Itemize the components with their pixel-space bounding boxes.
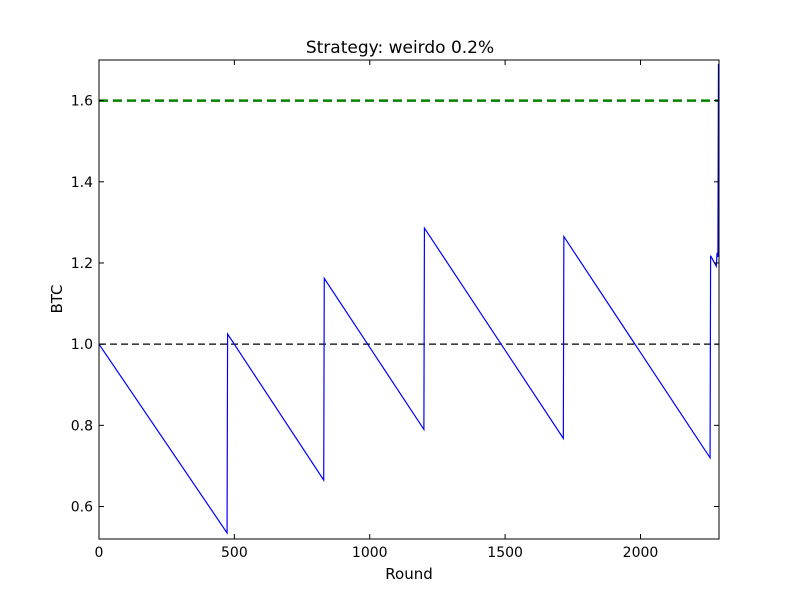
x-tick-label: 2000 bbox=[623, 545, 659, 561]
x-tick-label: 0 bbox=[95, 545, 104, 561]
y-tick-label: 1.0 bbox=[71, 337, 93, 353]
plot-frame bbox=[98, 59, 720, 540]
series-line-1 bbox=[99, 64, 719, 535]
chart-title: Strategy: weirdo 0.2% bbox=[306, 38, 494, 58]
plot-area: 0 500 1000 1500 2000 0.6 0.8 1.0 1.2 1.4 1.6 bbox=[71, 59, 720, 561]
y-tick-label: 1.2 bbox=[71, 256, 93, 272]
y-tick-label: 1.4 bbox=[71, 175, 93, 191]
x-axis-label: Round bbox=[385, 565, 432, 583]
y-tick-label: 0.8 bbox=[71, 418, 93, 434]
x-tick-label: 1500 bbox=[487, 545, 523, 561]
y-tick-label: 0.6 bbox=[71, 500, 93, 516]
x-tick-label: 500 bbox=[221, 545, 248, 561]
y-axis-label: BTC bbox=[48, 284, 66, 313]
y-tick-label: 1.6 bbox=[71, 94, 93, 110]
x-tick-label: 1000 bbox=[352, 545, 388, 561]
